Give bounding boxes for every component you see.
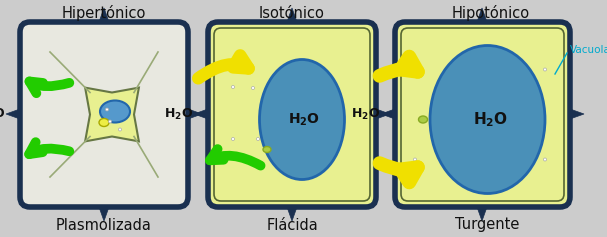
- Ellipse shape: [231, 86, 234, 88]
- Ellipse shape: [106, 108, 109, 111]
- Ellipse shape: [263, 146, 271, 152]
- FancyBboxPatch shape: [401, 28, 564, 201]
- Polygon shape: [99, 8, 109, 22]
- Text: Isotónico: Isotónico: [259, 5, 325, 20]
- Ellipse shape: [99, 118, 109, 127]
- FancyBboxPatch shape: [395, 22, 570, 207]
- Text: $\mathbf{H_2O}$: $\mathbf{H_2O}$: [164, 107, 193, 122]
- FancyBboxPatch shape: [214, 28, 370, 201]
- Text: Hipertónico: Hipertónico: [62, 5, 146, 21]
- Ellipse shape: [251, 87, 254, 90]
- Text: Plasmolizada: Plasmolizada: [56, 218, 152, 232]
- Text: $\mathbf{H_2O}$: $\mathbf{H_2O}$: [351, 107, 380, 122]
- Text: Flácida: Flácida: [266, 218, 318, 232]
- Text: Turgente: Turgente: [455, 218, 520, 232]
- Ellipse shape: [418, 116, 427, 123]
- Polygon shape: [194, 109, 208, 119]
- Text: Hipotónico: Hipotónico: [452, 5, 529, 21]
- Ellipse shape: [430, 46, 545, 193]
- Polygon shape: [85, 88, 139, 141]
- FancyBboxPatch shape: [20, 22, 188, 207]
- Ellipse shape: [231, 137, 234, 141]
- Polygon shape: [477, 8, 487, 22]
- Polygon shape: [287, 8, 297, 22]
- Ellipse shape: [413, 158, 416, 161]
- Ellipse shape: [543, 158, 546, 161]
- Ellipse shape: [100, 100, 130, 123]
- Polygon shape: [376, 109, 390, 119]
- Polygon shape: [570, 109, 584, 119]
- Polygon shape: [381, 109, 395, 119]
- Ellipse shape: [543, 68, 546, 71]
- Polygon shape: [477, 207, 487, 221]
- FancyBboxPatch shape: [208, 22, 376, 207]
- Polygon shape: [6, 109, 20, 119]
- Ellipse shape: [257, 137, 260, 141]
- Polygon shape: [287, 207, 297, 221]
- Text: $\mathbf{H_2O}$: $\mathbf{H_2O}$: [473, 110, 508, 129]
- Text: $\mathbf{H_2O}$: $\mathbf{H_2O}$: [288, 111, 320, 128]
- Polygon shape: [188, 109, 202, 119]
- Ellipse shape: [260, 59, 345, 179]
- Text: Vacuola: Vacuola: [570, 45, 607, 55]
- Polygon shape: [99, 207, 109, 221]
- Ellipse shape: [118, 128, 121, 131]
- Ellipse shape: [413, 68, 416, 71]
- Ellipse shape: [109, 120, 112, 123]
- Text: $\mathbf{H_2O}$: $\mathbf{H_2O}$: [0, 107, 5, 122]
